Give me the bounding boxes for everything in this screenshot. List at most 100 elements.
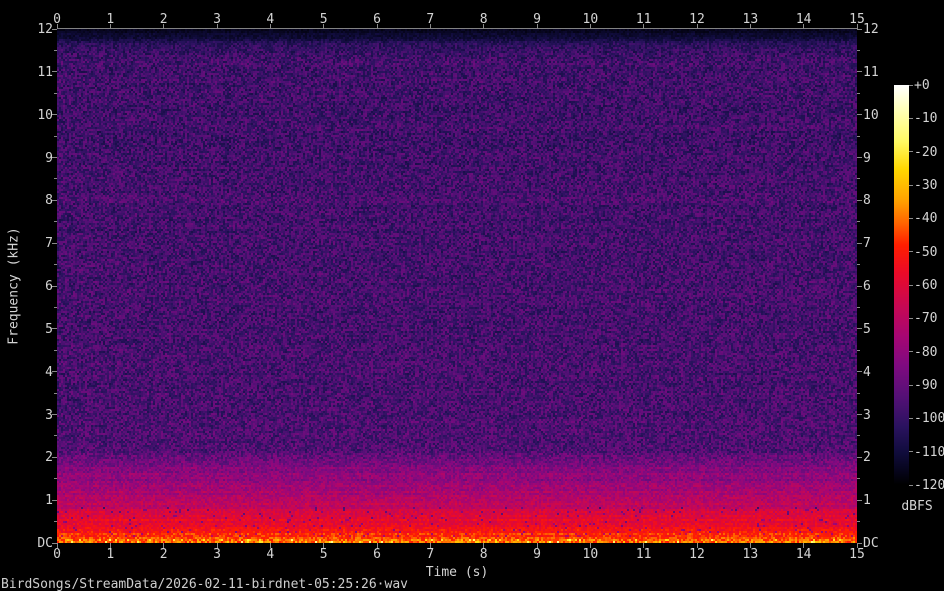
freq-tick-label-right: 6 [863,279,871,294]
time-tick-top [856,24,858,29]
time-tick-bottom [483,543,485,548]
freq-minor-tick-right [857,264,860,266]
freq-tick-right [857,499,862,501]
time-tick-label-top: 11 [635,12,652,27]
freq-tick-left [52,71,57,73]
time-tick-label-bottom: 15 [849,547,865,562]
freq-tick-right [857,414,862,415]
freq-tick-label-left: 8 [45,193,53,209]
freq-tick-right [857,242,862,244]
freq-tick-label-left: 7 [45,236,53,252]
colorbar-tick-label: -50 [914,244,938,260]
colorbar-tick [909,484,913,486]
colorbar-tick [909,317,913,319]
freq-tick-label-left: 2 [45,450,53,466]
freq-tick-left [52,285,57,287]
time-tick-label-bottom: 7 [426,547,435,562]
time-tick-bottom [109,543,111,548]
time-tick-bottom [696,543,698,548]
freq-tick-label-left: 10 [37,107,53,123]
freq-minor-tick-right [857,349,860,351]
y-axis-title: Frequency (kHz) [6,227,22,345]
time-tick-label-top: 10 [582,12,599,27]
time-tick-top [216,24,218,29]
time-tick-label-bottom: 9 [533,547,541,562]
time-tick-bottom [216,543,218,548]
freq-tick-left [52,456,57,458]
colorbar-tick [909,417,913,419]
time-tick-label-top: 9 [533,12,541,27]
colorbar-tick [909,117,913,119]
freq-tick-label-right: 5 [863,321,871,337]
freq-tick-left [52,328,57,330]
time-tick-label-top: 8 [479,12,488,27]
time-tick-bottom [749,543,751,548]
freq-minor-tick-left [54,392,57,394]
colorbar-tick [909,217,913,219]
colorbar-tick-label: -80 [914,344,938,360]
time-tick-top [536,24,538,29]
time-tick-bottom [269,543,271,548]
freq-tick-right [857,328,862,330]
freq-minor-tick-right [857,435,860,437]
freq-tick-label-right: 11 [863,64,879,80]
colorbar-tick-label: -110 [914,444,944,460]
time-tick-label-bottom: 11 [635,547,652,562]
freq-minor-tick-left [54,49,57,51]
freq-tick-right [857,371,862,373]
time-tick-label-top: 3 [213,12,221,27]
freq-tick-left [52,499,57,501]
time-tick-label-top: 5 [319,12,328,27]
freq-tick-label-right: 8 [863,193,871,209]
time-tick-bottom [323,543,325,548]
freq-minor-tick-right [857,178,860,180]
time-tick-label-top: 13 [742,12,759,27]
time-tick-bottom [376,543,378,548]
time-tick-label-top: 15 [849,12,865,27]
colorbar-tick [909,451,913,453]
freq-minor-tick-right [857,306,860,308]
time-tick-label-top: 1 [106,12,115,27]
freq-tick-left [52,542,57,544]
colorbar-tick [909,384,913,386]
freq-tick-label-right: 9 [863,150,871,166]
freq-tick-label-right: DC [863,536,879,551]
freq-tick-label-right: 7 [863,236,871,252]
time-tick-label-top: 4 [266,12,275,27]
freq-minor-tick-left [54,92,57,94]
colorbar-tick-label: +0 [914,78,930,93]
freq-tick-label-left: 11 [37,64,53,80]
time-tick-label-bottom: 6 [373,547,381,562]
time-tick-bottom [803,543,805,548]
freq-tick-left [52,114,57,116]
freq-minor-tick-left [54,306,57,308]
freq-tick-label-left: 6 [45,279,53,294]
freq-tick-right [857,71,862,73]
freq-tick-label-left: 3 [45,407,53,423]
freq-tick-right [857,199,862,201]
colorbar-gradient [894,85,909,485]
freq-tick-right [857,542,862,544]
time-tick-label-bottom: 1 [106,547,115,562]
time-tick-top [376,24,378,29]
freq-tick-label-right: 4 [863,364,871,380]
time-tick-top [269,24,271,29]
freq-tick-label-left: 4 [45,364,53,380]
colorbar-tick [909,151,913,153]
time-tick-label-top: 0 [53,12,61,27]
time-tick-top [803,24,805,29]
freq-tick-left [52,414,57,415]
freq-minor-tick-right [857,392,860,394]
freq-tick-label-right: 2 [863,450,871,466]
time-tick-top [109,24,111,29]
freq-tick-left [52,199,57,201]
time-tick-label-bottom: 10 [582,547,599,562]
time-tick-bottom [589,543,591,548]
freq-minor-tick-right [857,478,860,480]
colorbar-tick-label: -100 [914,411,944,427]
time-tick-label-bottom: 5 [319,547,328,562]
time-tick-top [643,24,645,29]
colorbar-tick [909,184,913,186]
time-tick-label-bottom: 3 [213,547,221,562]
